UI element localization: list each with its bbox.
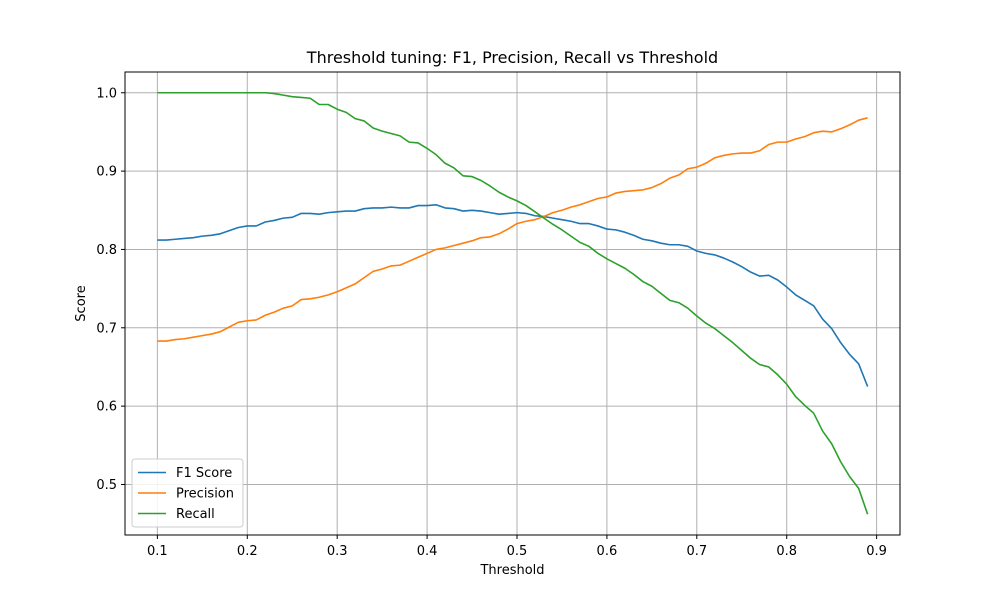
- series-line-recall: [157, 91, 869, 515]
- y-tick-label: 0.9: [96, 165, 117, 180]
- legend-label: F1 Score: [176, 466, 232, 481]
- series-line-f1-score: [157, 203, 869, 387]
- legend-label: Recall: [176, 507, 215, 522]
- x-tick-label: 0.5: [507, 544, 528, 559]
- x-tick-label: 0.2: [237, 544, 258, 559]
- x-tick-label: 0.9: [866, 544, 887, 559]
- x-tick-label: 0.7: [686, 544, 707, 559]
- y-axis-title: Score: [74, 285, 89, 321]
- plot-frame: [124, 71, 901, 536]
- y-tick-label: 0.6: [96, 400, 117, 415]
- axis-ticks: 0.1 0.2 0.3 0.4 0.5 0.6 0.7 0.8 0.9 0.5 0.6 0.7 0.8 0…: [96, 86, 887, 559]
- legend: F1 Score Precision Recall: [131, 458, 244, 528]
- y-tick-label: 1.0: [96, 86, 117, 101]
- y-tick-label: 0.7: [96, 321, 117, 336]
- legend-box: [131, 458, 244, 528]
- series-line-precision: [157, 117, 868, 342]
- y-tick-label: 0.8: [96, 243, 117, 258]
- x-tick-label: 0.6: [597, 544, 618, 559]
- x-tick-label: 0.3: [327, 544, 348, 559]
- grid: [125, 72, 900, 535]
- plot-series: [157, 91, 869, 515]
- y-tick-label: 0.5: [96, 478, 117, 493]
- x-tick-label: 0.1: [147, 544, 168, 559]
- x-tick-label: 0.4: [417, 544, 438, 559]
- x-axis-title: Threshold: [479, 563, 544, 578]
- legend-label: Precision: [176, 487, 234, 502]
- chart-title: Threshold tuning: F1, Precision, Recall …: [306, 48, 718, 67]
- x-tick-label: 0.8: [776, 544, 797, 559]
